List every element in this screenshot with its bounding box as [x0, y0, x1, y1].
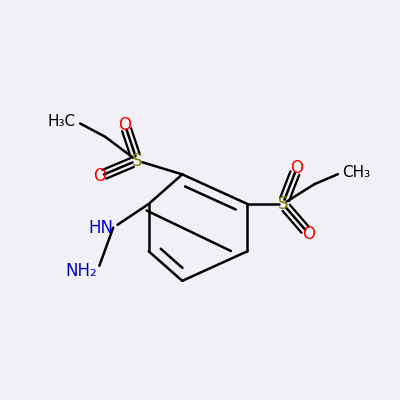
Text: O: O	[302, 224, 315, 242]
Text: S: S	[132, 152, 142, 170]
Text: H₃C: H₃C	[48, 114, 76, 129]
Text: NH₂: NH₂	[66, 262, 98, 280]
Text: S: S	[278, 195, 288, 213]
Text: O: O	[118, 116, 132, 134]
Text: O: O	[290, 160, 303, 178]
Text: HN: HN	[88, 219, 113, 237]
Text: O: O	[93, 167, 106, 185]
Text: CH₃: CH₃	[342, 165, 370, 180]
